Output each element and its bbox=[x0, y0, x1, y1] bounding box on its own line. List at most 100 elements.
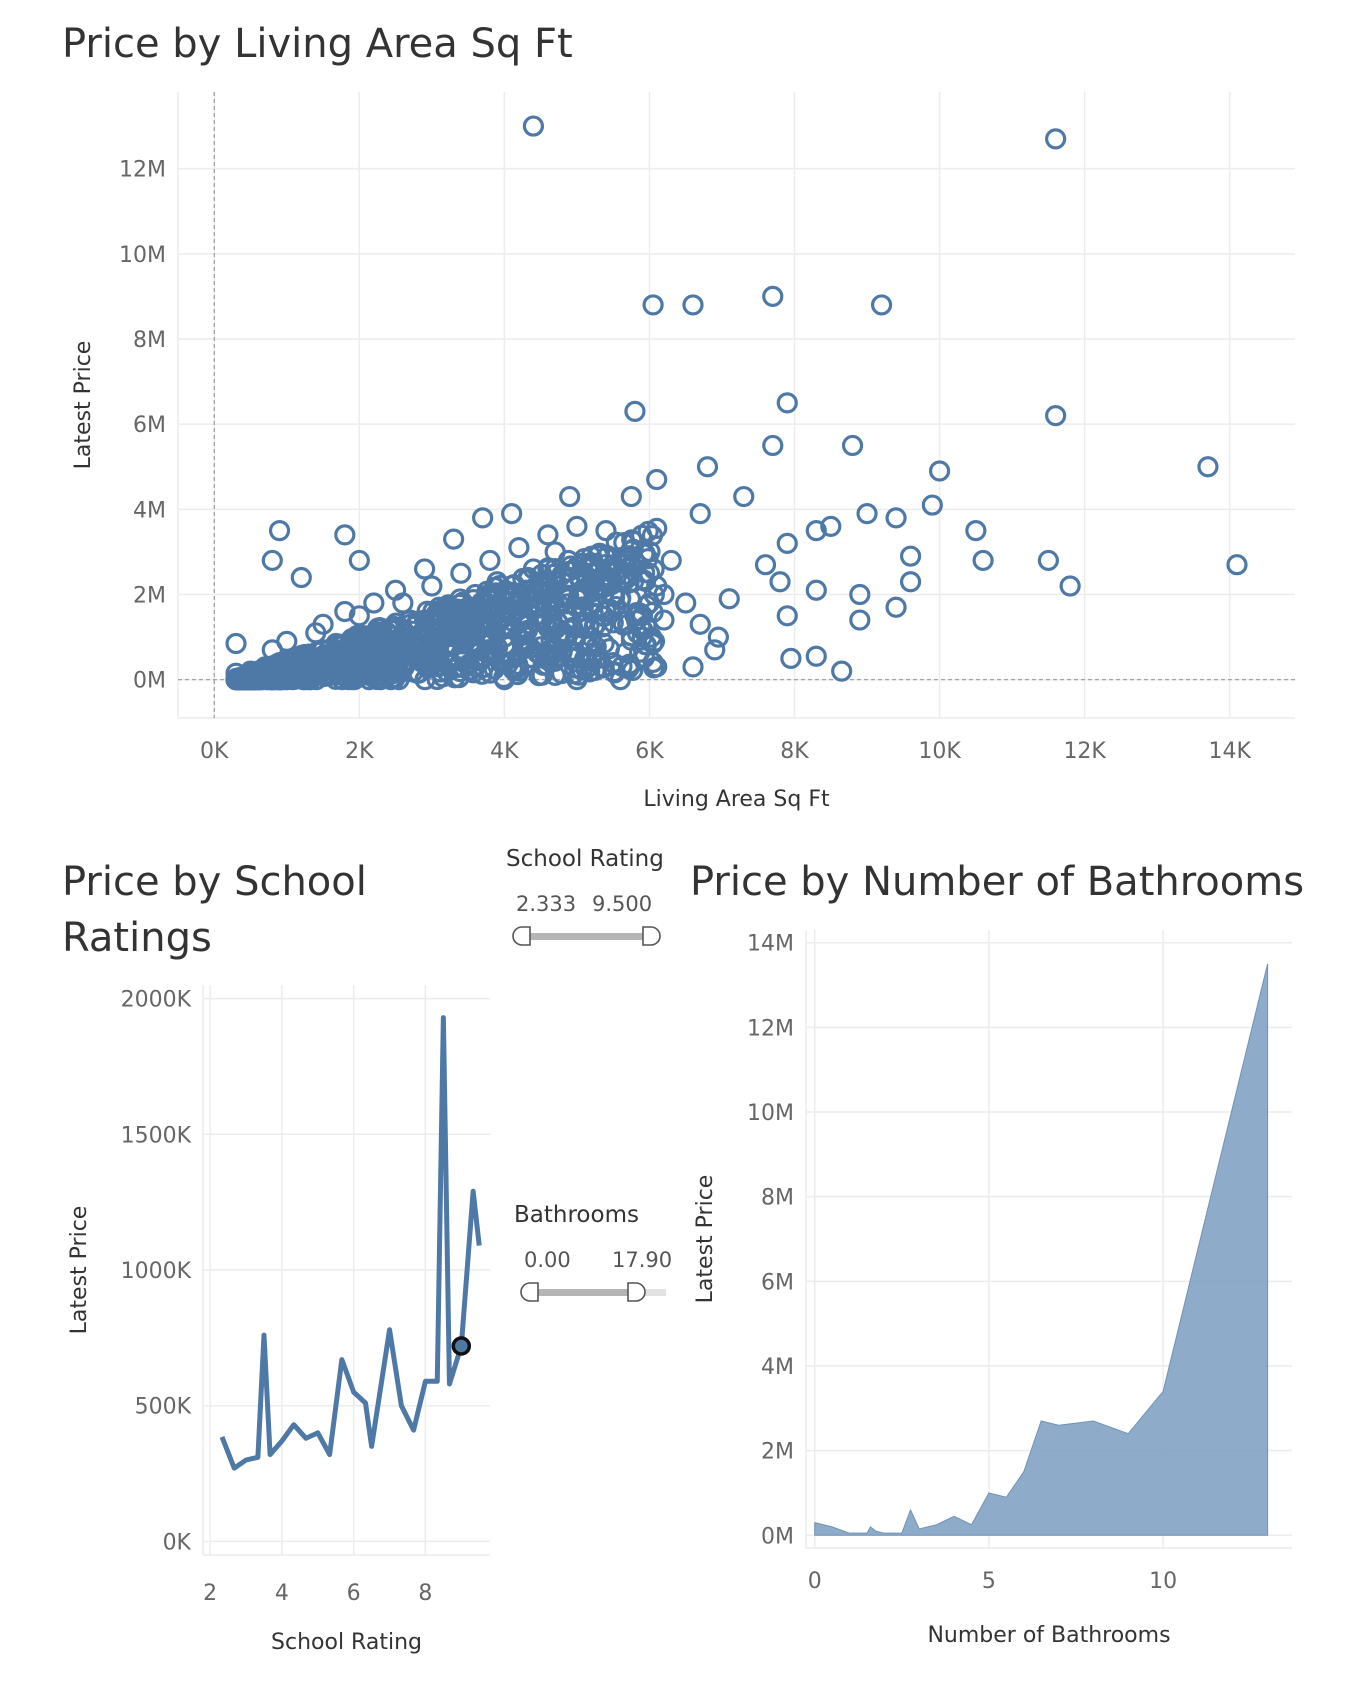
bathrooms-slider-handle-min[interactable] bbox=[520, 1282, 539, 1302]
scatter-point bbox=[528, 664, 550, 687]
scatter-point bbox=[633, 647, 656, 669]
scatter-point bbox=[625, 610, 648, 632]
scatter-point bbox=[395, 637, 417, 659]
scatter-point bbox=[805, 579, 827, 601]
scatter-point bbox=[1037, 549, 1059, 572]
bath-y-tick-label: 2M bbox=[761, 1440, 794, 1465]
scatter-point bbox=[537, 524, 559, 546]
scatter-point bbox=[820, 515, 842, 537]
school-x-tick-label: 8 bbox=[418, 1581, 432, 1606]
scatter-point bbox=[508, 599, 530, 621]
scatter-point bbox=[384, 579, 407, 601]
scatter-x-tick-label: 10K bbox=[918, 739, 961, 764]
bathrooms-filter[interactable]: Bathrooms 0.00 17.90 bbox=[508, 1196, 688, 1316]
scatter-point bbox=[559, 485, 581, 508]
scatter-point bbox=[348, 605, 370, 627]
scatter-point bbox=[408, 662, 430, 684]
scatter-point bbox=[965, 520, 987, 542]
scatter-x-tick-label: 6K bbox=[635, 739, 664, 764]
scatter-point bbox=[604, 586, 626, 608]
bath-x-axis-title: Number of Bathrooms bbox=[927, 1623, 1170, 1648]
school-rating-slider-handle-min[interactable] bbox=[512, 926, 531, 946]
school-highlight-point bbox=[451, 1336, 472, 1356]
scatter-point bbox=[531, 582, 553, 605]
school-y-tick-label: 0K bbox=[163, 1530, 192, 1555]
scatter-point bbox=[489, 574, 511, 597]
school-y-tick-label: 500K bbox=[135, 1395, 192, 1420]
scatter-point bbox=[314, 649, 336, 671]
scatter-point bbox=[972, 549, 994, 572]
scatter-point bbox=[358, 629, 380, 652]
scatter-point bbox=[334, 524, 356, 546]
school-chart-title-line2: Ratings bbox=[62, 915, 212, 961]
scatter-point bbox=[643, 584, 665, 606]
scatter-point bbox=[762, 434, 784, 457]
scatter-point bbox=[543, 637, 565, 659]
scatter-point bbox=[564, 657, 586, 679]
bath-y-tick-label: 6M bbox=[761, 1270, 794, 1295]
school-x-tick-label: 4 bbox=[275, 1581, 289, 1606]
scatter-point bbox=[582, 602, 604, 624]
scatter-point bbox=[718, 588, 740, 610]
scatter-point bbox=[501, 502, 523, 525]
scatter-point bbox=[660, 549, 682, 572]
scatter-point bbox=[476, 626, 498, 649]
scatter-point bbox=[776, 605, 798, 627]
scatter-point bbox=[623, 530, 645, 552]
scatter-point bbox=[299, 669, 322, 691]
scatter-point bbox=[856, 502, 878, 525]
scatter-point bbox=[769, 571, 791, 593]
bath-x-tick-label: 10 bbox=[1149, 1569, 1177, 1594]
school-rating-filter[interactable]: School Rating 2.333 9.500 bbox=[500, 840, 680, 960]
scatter-point bbox=[805, 645, 827, 667]
scatter-point bbox=[516, 619, 539, 642]
scatter-point bbox=[502, 659, 524, 681]
scatter-point bbox=[537, 576, 559, 598]
scatter-point bbox=[595, 520, 617, 542]
scatter-point bbox=[646, 468, 668, 491]
scatter-point bbox=[497, 653, 519, 675]
bath-y-axis-title: Latest Price bbox=[693, 1175, 718, 1304]
scatter-y-tick-label: 4M bbox=[133, 498, 166, 523]
scatter-point bbox=[333, 638, 355, 660]
scatter-point bbox=[605, 595, 627, 618]
scatter-point bbox=[921, 494, 943, 516]
scatter-point bbox=[426, 668, 448, 691]
scatter-point bbox=[675, 592, 697, 614]
bath-y-tick-label: 10M bbox=[747, 1101, 794, 1126]
bath-x-tick-label: 0 bbox=[808, 1569, 822, 1594]
bath-y-tick-label: 8M bbox=[761, 1186, 794, 1211]
school-rating-chart: 2 4 6 8 0K 500K 1000K 1500K 2000K School Rating La… bbox=[67, 985, 490, 1655]
scatter-point bbox=[334, 600, 356, 623]
school-rating-slider-handle-max[interactable] bbox=[642, 926, 661, 946]
scatter-chart: 0K 2K 4K 6K 8K 10K 12K 14K 0M 2M 4M 6M 8M 10M 12M Livin… bbox=[71, 92, 1295, 812]
bath-y-tick-label: 14M bbox=[747, 932, 794, 957]
bathrooms-slider-handle-max[interactable] bbox=[627, 1282, 646, 1302]
scatter-point bbox=[576, 647, 598, 669]
school-rating-slider-track[interactable] bbox=[524, 933, 649, 940]
scatter-point bbox=[805, 520, 827, 542]
scatter-point bbox=[558, 560, 580, 582]
scatter-title: Price by Living Area Sq Ft bbox=[62, 21, 573, 67]
scatter-point bbox=[552, 585, 574, 607]
scatter-point bbox=[928, 460, 951, 482]
bathrooms-filter-min: 0.00 bbox=[524, 1248, 571, 1272]
scatter-point bbox=[290, 566, 312, 589]
scatter-point bbox=[682, 294, 704, 316]
scatter-y-tick-label: 8M bbox=[133, 328, 166, 353]
scatter-point bbox=[225, 669, 247, 691]
scatter-point bbox=[1197, 456, 1219, 478]
scatter-point bbox=[841, 434, 864, 457]
school-rating-filter-max: 9.500 bbox=[592, 892, 653, 916]
school-rating-filter-title: School Rating bbox=[506, 846, 664, 872]
scatter-point bbox=[899, 571, 922, 593]
bathrooms-chart-title: Price by Number of Bathrooms bbox=[690, 859, 1305, 905]
scatter-point bbox=[362, 666, 384, 689]
scatter-point bbox=[899, 545, 922, 567]
scatter-point bbox=[776, 532, 798, 555]
scatter-point bbox=[450, 562, 472, 584]
scatter-point bbox=[1045, 128, 1067, 150]
scatter-point bbox=[343, 664, 365, 686]
scatter-point bbox=[477, 639, 499, 661]
bathrooms-slider-track[interactable] bbox=[532, 1289, 634, 1296]
